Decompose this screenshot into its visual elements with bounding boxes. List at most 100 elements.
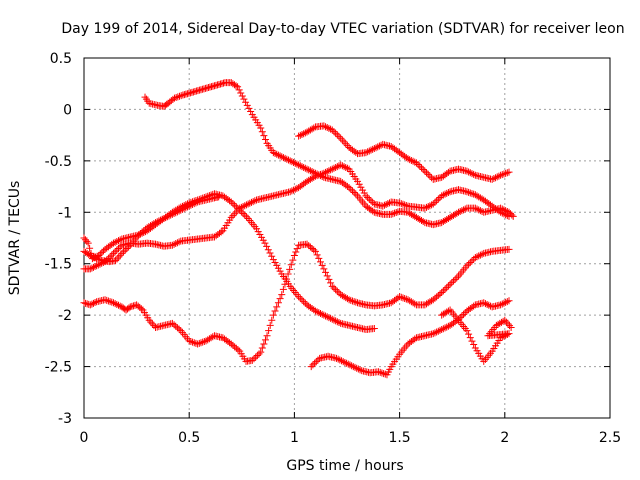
series-track-2 — [295, 122, 513, 183]
data-point — [113, 246, 121, 254]
data-point — [465, 330, 473, 338]
data-point — [470, 190, 478, 198]
data-point — [340, 138, 348, 146]
data-point — [274, 299, 282, 307]
data-point — [91, 254, 99, 262]
data-point — [276, 295, 284, 303]
data-point — [125, 243, 133, 251]
data-point — [322, 268, 330, 276]
data-point — [365, 147, 373, 155]
data-point — [94, 261, 102, 269]
data-point — [333, 287, 341, 295]
data-point — [84, 239, 92, 247]
data-point — [192, 199, 200, 207]
data-point — [340, 163, 348, 171]
data-point — [306, 167, 314, 175]
data-point — [301, 299, 309, 307]
data-point — [502, 211, 510, 219]
data-point — [433, 197, 441, 205]
data-point — [505, 168, 513, 176]
data-point — [500, 170, 508, 178]
data-point — [303, 165, 311, 173]
data-point — [378, 369, 386, 377]
data-point — [305, 166, 313, 174]
data-point — [88, 252, 96, 260]
data-point — [495, 172, 503, 180]
data-point — [254, 228, 262, 236]
data-point — [160, 214, 168, 222]
data-point — [348, 297, 356, 305]
data-point — [320, 265, 328, 273]
data-point — [120, 248, 128, 256]
data-point — [309, 361, 317, 369]
data-point — [320, 169, 328, 177]
data-point — [446, 280, 454, 288]
data-point — [325, 167, 333, 175]
data-point — [274, 264, 282, 272]
data-point — [175, 238, 183, 246]
data-point — [480, 299, 488, 307]
data-point — [313, 308, 321, 316]
data-point — [301, 164, 309, 172]
data-point — [352, 148, 360, 156]
data-point — [470, 170, 478, 178]
data-point — [490, 175, 498, 183]
data-point — [234, 83, 242, 91]
y-tick-label: -2 — [58, 308, 72, 324]
data-point — [278, 291, 286, 299]
data-point — [172, 209, 180, 217]
data-point — [327, 166, 335, 174]
data-point — [261, 336, 269, 344]
series-track-6 — [80, 240, 513, 365]
data-point — [431, 329, 439, 337]
data-point — [190, 339, 198, 347]
data-point — [463, 167, 471, 175]
data-point — [153, 218, 161, 226]
data-point — [308, 244, 316, 252]
data-point — [444, 168, 452, 176]
data-point — [332, 354, 340, 362]
data-point — [111, 248, 119, 256]
data-point — [323, 124, 331, 132]
data-point — [497, 208, 505, 216]
data-point — [91, 263, 99, 271]
data-point — [311, 359, 319, 367]
x-axis-label: GPS time / hours — [286, 458, 403, 474]
data-point — [257, 348, 265, 356]
data-point — [419, 218, 427, 226]
data-point — [372, 144, 380, 152]
data-point — [471, 254, 479, 262]
data-point — [242, 201, 250, 209]
data-point — [255, 350, 263, 358]
data-point — [252, 353, 260, 361]
data-point — [93, 255, 101, 263]
data-point — [189, 200, 197, 208]
data-point — [323, 168, 331, 176]
data-point — [231, 210, 239, 218]
data-point — [195, 339, 203, 347]
data-point — [296, 131, 304, 139]
data-point — [138, 228, 146, 236]
data-point — [98, 248, 106, 256]
data-point — [266, 249, 274, 257]
data-point — [89, 253, 97, 261]
data-point — [177, 206, 185, 214]
x-tick-label: 0.5 — [178, 430, 200, 446]
x-tick-label: 2.5 — [599, 430, 621, 446]
data-point — [101, 296, 109, 304]
data-point — [436, 326, 444, 334]
data-point — [273, 150, 281, 158]
data-point — [375, 142, 383, 150]
data-point — [355, 180, 363, 188]
data-point — [290, 251, 298, 259]
data-point — [423, 203, 431, 211]
data-point — [316, 258, 324, 266]
data-point — [505, 212, 513, 220]
data-point — [396, 293, 404, 301]
data-point — [94, 255, 102, 263]
data-point — [273, 303, 281, 311]
data-point — [113, 300, 121, 308]
data-point — [439, 287, 447, 295]
data-point — [226, 197, 234, 205]
data-point — [241, 211, 249, 219]
